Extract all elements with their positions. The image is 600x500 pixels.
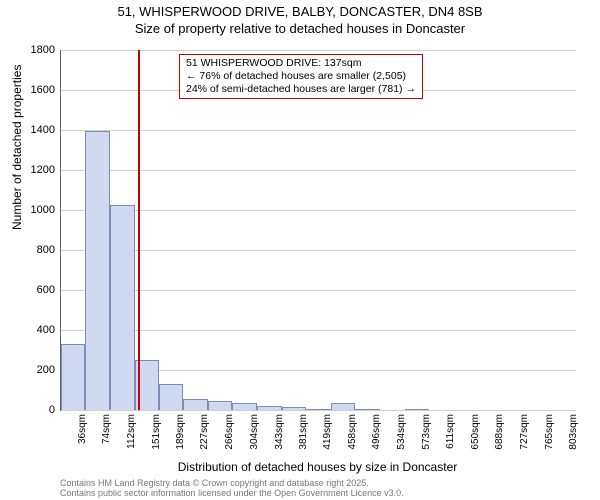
x-tick-label: 419sqm — [322, 414, 333, 450]
histogram-bar — [306, 409, 331, 410]
x-tick-label: 189sqm — [175, 414, 186, 450]
histogram-bar — [257, 406, 281, 410]
grid-line — [61, 410, 576, 411]
x-tick-label: 534sqm — [396, 414, 407, 450]
title-line-2: Size of property relative to detached ho… — [0, 21, 600, 38]
y-tick-label: 600 — [37, 284, 55, 296]
annotation-line-2: ← 76% of detached houses are smaller (2,… — [186, 70, 416, 83]
x-tick-label: 496sqm — [371, 414, 382, 450]
y-axis-label: Number of detached properties — [10, 65, 24, 230]
y-tick-label: 1400 — [31, 124, 55, 136]
y-tick-label: 200 — [37, 364, 55, 376]
annotation-line-3: 24% of semi-detached houses are larger (… — [186, 83, 416, 96]
x-tick-label: 266sqm — [224, 414, 235, 450]
title-line-1: 51, WHISPERWOOD DRIVE, BALBY, DONCASTER,… — [0, 4, 600, 21]
annotation-box: 51 WHISPERWOOD DRIVE: 137sqm ← 76% of de… — [179, 54, 423, 99]
histogram-bar — [405, 409, 429, 410]
x-tick-label: 381sqm — [298, 414, 309, 450]
x-tick-label: 765sqm — [544, 414, 555, 450]
chart-titles: 51, WHISPERWOOD DRIVE, BALBY, DONCASTER,… — [0, 0, 600, 38]
y-tick-label: 800 — [37, 244, 55, 256]
y-tick-label: 0 — [49, 404, 55, 416]
marker-line — [138, 50, 140, 410]
x-axis-label: Distribution of detached houses by size … — [60, 460, 575, 474]
histogram-bar — [110, 205, 134, 410]
histogram-bar — [85, 131, 110, 410]
x-tick-label: 304sqm — [249, 414, 260, 450]
histogram-bar — [232, 403, 257, 410]
credits: Contains HM Land Registry data © Crown c… — [60, 478, 404, 499]
chart-container: 51, WHISPERWOOD DRIVE, BALBY, DONCASTER,… — [0, 0, 600, 500]
histogram-bar — [208, 401, 232, 410]
x-tick-label: 458sqm — [347, 414, 358, 450]
annotation-line-1: 51 WHISPERWOOD DRIVE: 137sqm — [186, 57, 416, 70]
x-tick-label: 727sqm — [519, 414, 530, 450]
y-tick-label: 1600 — [31, 84, 55, 96]
x-tick-label: 74sqm — [101, 414, 112, 444]
credits-line-2: Contains public sector information licen… — [60, 488, 404, 498]
y-tick-label: 1800 — [31, 44, 55, 56]
x-tick-label: 688sqm — [494, 414, 505, 450]
x-tick-label: 573sqm — [421, 414, 432, 450]
credits-line-1: Contains HM Land Registry data © Crown c… — [60, 478, 404, 488]
y-tick-label: 400 — [37, 324, 55, 336]
y-tick-label: 1200 — [31, 164, 55, 176]
x-tick-label: 36sqm — [77, 414, 88, 444]
x-tick-label: 151sqm — [151, 414, 162, 450]
x-tick-label: 343sqm — [274, 414, 285, 450]
histogram-bar — [331, 403, 355, 410]
histogram-bar — [355, 409, 379, 410]
x-tick-label: 611sqm — [445, 414, 456, 449]
histogram-bar — [183, 399, 208, 410]
histogram-bar — [61, 344, 85, 410]
plot-area: 51 WHISPERWOOD DRIVE: 137sqm ← 76% of de… — [60, 50, 576, 411]
x-tick-label: 227sqm — [199, 414, 210, 450]
histogram-bar — [159, 384, 183, 410]
histogram-bar — [282, 407, 306, 410]
x-tick-label: 650sqm — [470, 414, 481, 450]
x-tick-label: 803sqm — [568, 414, 579, 450]
x-tick-label: 112sqm — [126, 414, 137, 449]
y-tick-label: 1000 — [31, 204, 55, 216]
